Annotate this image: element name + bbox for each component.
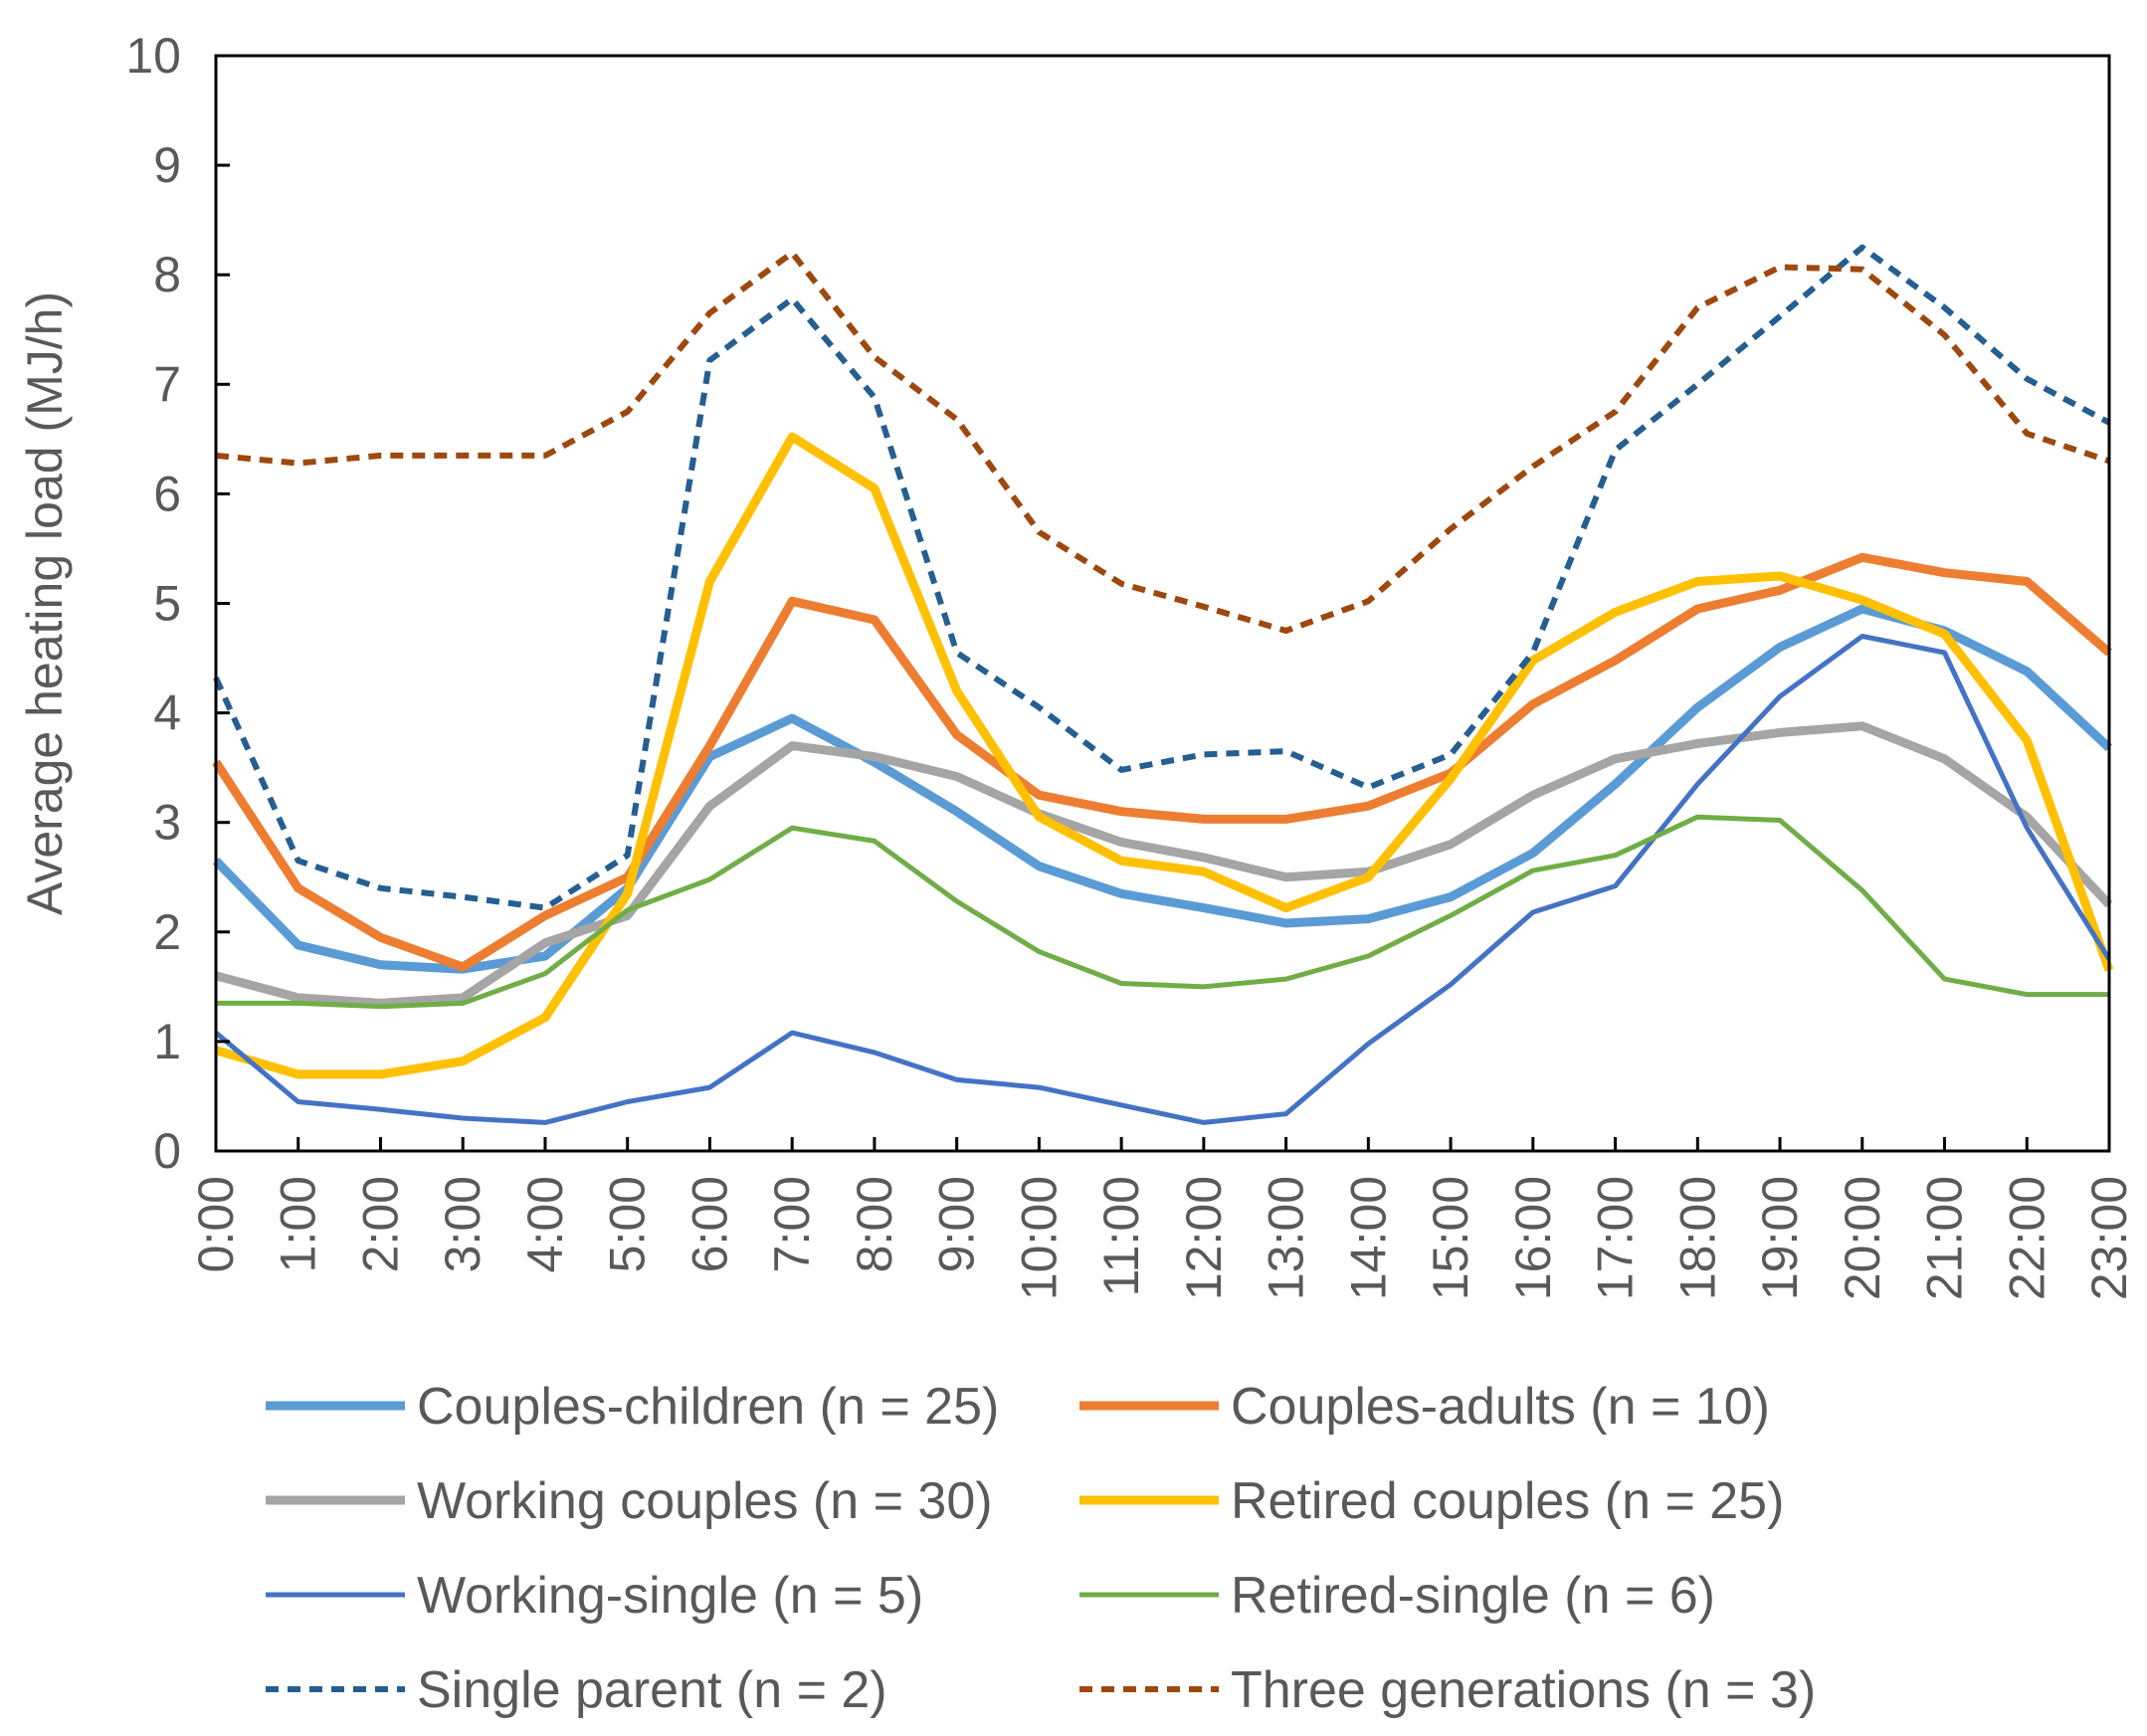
x-tick-label: 1:00 xyxy=(271,1176,326,1272)
y-tick-label: 10 xyxy=(125,28,181,84)
series-line xyxy=(213,244,2111,911)
x-tick-label: 17:00 xyxy=(1588,1176,1644,1300)
x-tick-label: 10:00 xyxy=(1011,1176,1067,1300)
series-line xyxy=(214,721,2113,1008)
y-tick-label: 9 xyxy=(153,137,181,193)
y-tick-label: 3 xyxy=(153,795,181,851)
series-line xyxy=(216,814,2109,1010)
legend-label: Couples-adults (n = 10) xyxy=(1231,1378,1770,1436)
x-tick-label: 22:00 xyxy=(1999,1176,2054,1300)
x-tick-label: 23:00 xyxy=(2081,1176,2137,1300)
series-line xyxy=(212,552,2112,972)
x-tick-label: 2:00 xyxy=(352,1176,408,1272)
x-tick-label: 13:00 xyxy=(1259,1176,1314,1300)
x-axis-ticks: 0:00 1:00 2:00 3:00 4:00 5:00 6:00 7:00 8:00 9:00… xyxy=(188,1137,2137,1300)
x-tick-label: 18:00 xyxy=(1669,1176,1725,1300)
y-tick-label: 4 xyxy=(153,685,181,741)
y-axis-ticks: 0 1 2 3 4 5 6 7 8 9 10 xyxy=(125,28,230,1179)
x-tick-label: 5:00 xyxy=(600,1176,656,1272)
x-tick-label: 3:00 xyxy=(435,1176,490,1272)
y-tick-label: 6 xyxy=(153,466,181,521)
series-line xyxy=(212,604,2113,974)
legend-label: Retired-single (n = 6) xyxy=(1231,1567,1715,1625)
x-tick-label: 0:00 xyxy=(188,1176,244,1272)
series-line xyxy=(214,432,2114,1079)
series-line xyxy=(215,250,2110,634)
y-tick-label: 0 xyxy=(153,1123,181,1179)
y-tick-label: 8 xyxy=(153,247,181,302)
plot-lines xyxy=(212,244,2114,1125)
x-tick-label: 6:00 xyxy=(682,1176,737,1272)
y-axis-title: Average heating load (MJ/h) xyxy=(17,291,73,915)
x-tick-label: 14:00 xyxy=(1340,1176,1396,1300)
x-tick-label: 19:00 xyxy=(1752,1176,1808,1300)
x-tick-label: 20:00 xyxy=(1835,1176,1890,1300)
x-tick-label: 8:00 xyxy=(847,1176,902,1272)
y-tick-label: 5 xyxy=(153,576,181,632)
legend-label: Couples-children (n = 25) xyxy=(417,1378,999,1436)
legend: Couples-children (n = 25) Couples-adults … xyxy=(266,1378,1816,1719)
legend-label: Three generations (n = 3) xyxy=(1231,1661,1816,1719)
series-line xyxy=(214,634,2112,1125)
legend-label: Working couples (n = 30) xyxy=(417,1472,993,1530)
x-tick-label: 16:00 xyxy=(1505,1176,1561,1300)
x-tick-label: 11:00 xyxy=(1093,1176,1149,1296)
x-tick-label: 15:00 xyxy=(1423,1176,1478,1300)
y-tick-label: 2 xyxy=(153,904,181,960)
legend-label: Single parent (n = 2) xyxy=(417,1661,887,1719)
legend-label: Retired couples (n = 25) xyxy=(1231,1472,1784,1530)
legend-label: Working-single (n = 5) xyxy=(417,1567,923,1625)
y-tick-label: 7 xyxy=(153,356,181,412)
x-tick-label: 21:00 xyxy=(1917,1176,1973,1300)
x-tick-label: 4:00 xyxy=(517,1176,573,1272)
x-tick-label: 12:00 xyxy=(1176,1176,1232,1300)
x-tick-label: 7:00 xyxy=(764,1176,820,1272)
y-tick-label: 1 xyxy=(153,1014,181,1069)
x-tick-label: 9:00 xyxy=(929,1176,985,1272)
